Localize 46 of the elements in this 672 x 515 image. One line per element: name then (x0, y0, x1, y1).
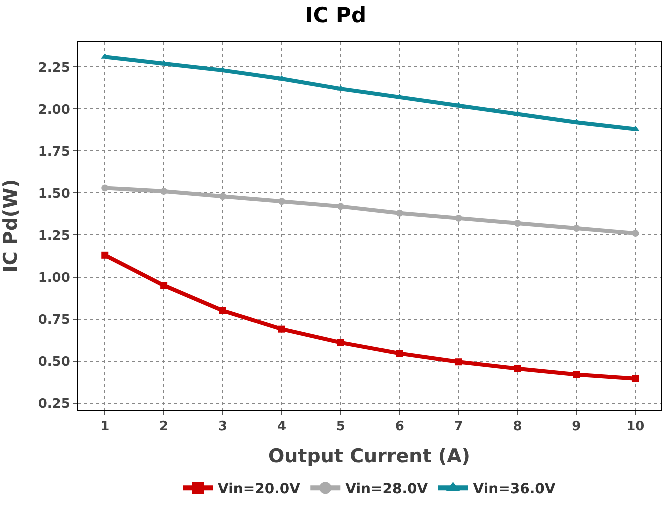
point (102, 252, 109, 259)
x-tick-label: 5 (336, 420, 346, 435)
legend-label: Vin=36.0V (473, 482, 556, 498)
y-tick-label: 1.25 (38, 228, 70, 244)
legend-label: Vin=28.0V (346, 482, 428, 498)
x-tick-label: 7 (454, 420, 464, 435)
x-tick-label: 4 (277, 420, 286, 435)
point (632, 126, 640, 132)
chart-title: IC Pd (306, 3, 366, 28)
point (514, 220, 522, 227)
legend-label: Vin=20.0V (218, 482, 301, 498)
y-tick-label: 0.25 (38, 396, 70, 412)
point (455, 214, 462, 222)
point (220, 307, 227, 314)
point (396, 350, 404, 358)
point (160, 282, 168, 290)
x-tick-label: 1 (100, 420, 110, 435)
point (573, 225, 580, 232)
y-tick-label: 2.25 (38, 60, 70, 76)
y-tick-label: 0.50 (38, 354, 70, 370)
x-axis-title: Output Current (A) (268, 445, 470, 468)
point (337, 203, 344, 210)
x-tick-label: 2 (160, 420, 169, 435)
y-tick-label: 1.00 (38, 270, 70, 286)
y-tick-label: 0.75 (38, 312, 70, 328)
point (455, 358, 462, 366)
point (396, 210, 404, 217)
y-tick-label: 2.00 (38, 102, 70, 118)
y-axis-title: IC Pd(W) (0, 179, 22, 273)
y-tick-label: 1.75 (38, 144, 70, 160)
x-tick-label: 3 (218, 420, 228, 435)
x-tick-label: 6 (395, 420, 404, 435)
point (102, 184, 109, 192)
point (632, 230, 640, 238)
point (514, 365, 522, 372)
point (278, 326, 286, 333)
point (278, 198, 286, 206)
x-tick-label: 9 (572, 420, 582, 435)
point (573, 371, 580, 378)
point (220, 193, 227, 200)
x-tick-label: 10 (626, 420, 645, 435)
x-tick-label: 8 (513, 420, 522, 435)
point (632, 375, 640, 382)
point (337, 339, 344, 346)
y-tick-label: 1.50 (38, 186, 70, 202)
point (160, 188, 168, 196)
